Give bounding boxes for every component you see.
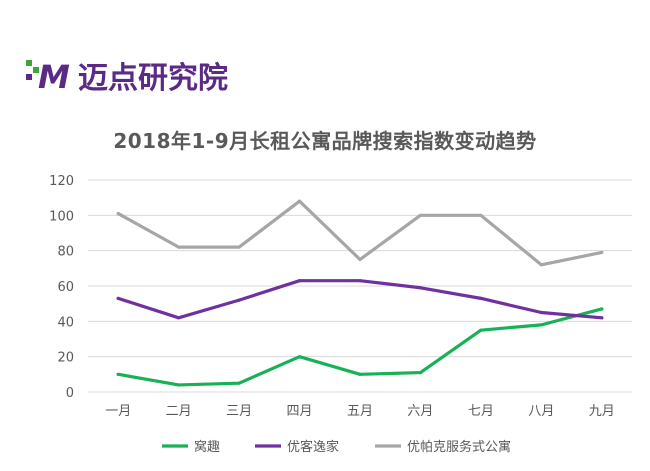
data-point (177, 316, 181, 320)
data-point (600, 307, 604, 311)
data-point (237, 381, 241, 385)
series-line-3 (116, 199, 604, 267)
data-point (297, 355, 302, 359)
x-tick-label: 九月 (589, 404, 615, 419)
logo-mark-icon: M (26, 58, 70, 96)
svg-text:M: M (38, 58, 70, 96)
data-point (177, 245, 181, 249)
data-point (116, 296, 120, 300)
data-point (539, 310, 543, 315)
legend-label: 窝趣 (194, 439, 220, 455)
data-point (116, 211, 120, 216)
x-tick-label: 一月 (105, 404, 131, 419)
y-tick-label: 100 (49, 209, 74, 224)
data-point (358, 257, 362, 262)
legend-label: 优客逸家 (287, 439, 339, 455)
y-tick-label: 40 (57, 315, 74, 330)
data-point (358, 279, 362, 283)
y-tick-label: 120 (49, 174, 74, 189)
data-point (479, 328, 483, 332)
x-tick-label: 八月 (528, 404, 554, 419)
chart-title: 2018年1-9月长租公寓品牌搜索指数变动趋势 (113, 129, 537, 153)
logo-text: 迈点研究院 (78, 61, 228, 96)
y-tick-label: 20 (57, 351, 74, 366)
x-tick-label: 二月 (166, 404, 192, 419)
y-tick-label: 80 (57, 245, 74, 260)
logo: M 迈点研究院 (26, 58, 228, 96)
x-tick-label: 三月 (226, 404, 252, 419)
data-point (600, 316, 604, 320)
data-point (418, 370, 423, 375)
data-point (358, 372, 362, 376)
data-point (418, 213, 423, 217)
data-point (418, 286, 423, 290)
x-tick-label: 四月 (287, 404, 313, 419)
data-point (479, 296, 483, 300)
data-point (297, 279, 302, 283)
legend-label: 优帕克服务式公寓 (407, 439, 511, 455)
data-point (177, 383, 181, 387)
x-tick-label: 六月 (407, 404, 433, 419)
data-point (539, 323, 543, 327)
y-tick-label: 60 (57, 280, 74, 295)
data-point (237, 298, 241, 302)
data-point (116, 372, 120, 376)
data-point (479, 213, 483, 217)
data-point (237, 245, 241, 249)
x-tick-label: 五月 (347, 404, 373, 419)
data-point (297, 199, 302, 203)
data-point (600, 250, 604, 255)
data-point (539, 263, 543, 267)
y-tick-label: 0 (66, 386, 74, 401)
x-tick-label: 七月 (468, 404, 494, 419)
